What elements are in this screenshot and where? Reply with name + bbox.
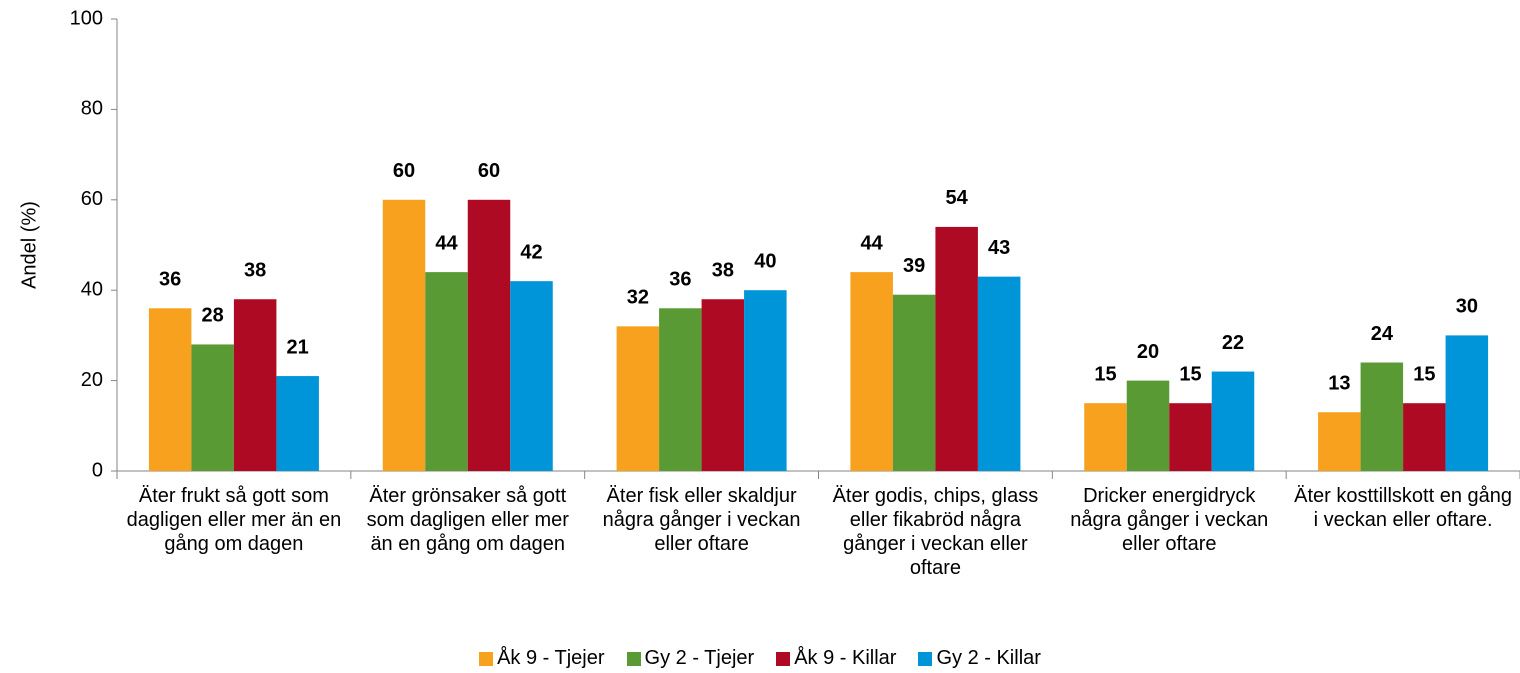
x-tick-label: Äter kosttillskott en gång i veckan elle… [1294,485,1513,531]
value-label: 36 [669,269,691,291]
y-tick-label: 0 [92,459,103,481]
value-label: 39 [903,255,925,277]
legend-label: Gy 2 - Tjejer [644,647,755,669]
bar [382,199,426,472]
value-label: 24 [1371,323,1394,345]
value-label: 32 [627,287,649,309]
x-tick-label: Äter fisk eller skaldjur några gånger i … [602,485,801,555]
value-label: 15 [1413,363,1435,385]
legend-swatch [776,651,791,666]
legend-swatch [479,651,494,666]
value-label: 38 [244,260,266,282]
value-label: 40 [754,250,776,272]
value-label: 13 [1328,373,1350,395]
y-axis-label: Andel (%) [18,201,40,289]
value-label: 36 [159,269,181,291]
value-label: 28 [202,305,224,327]
value-label: 44 [861,232,884,254]
bar [935,226,978,471]
bar [701,299,745,471]
bar [1084,403,1127,471]
bar [892,294,936,471]
x-tick-label: Äter frukt så gott som dagligen eller me… [126,485,342,555]
x-tick-label: Äter grönsaker så gott som dagligen elle… [366,485,569,555]
y-tick-label: 100 [70,7,103,29]
bar [1318,412,1361,471]
bar [191,344,234,471]
bar [659,308,702,471]
bar [467,199,511,472]
bar [1403,403,1446,471]
y-tick-label: 40 [81,278,103,300]
value-label: 15 [1094,363,1116,385]
bar [233,299,277,471]
bar [977,276,1021,471]
bar [616,326,660,471]
legend-item: Gy 2 - Tjejer [626,647,755,670]
legend-label: Åk 9 - Tjejer [497,647,605,669]
legend-label: Åk 9 - Killar [794,647,897,669]
legend-swatch [626,651,641,666]
value-label: 30 [1456,296,1478,318]
x-tick-label: Äter godis, chips, glass eller fikabröd … [832,485,1039,579]
x-tick-label: Dricker energidryck några gånger i vecka… [1070,485,1269,555]
value-label: 21 [287,336,309,358]
legend-item: Åk 9 - Tjejer [479,647,605,670]
value-label: 20 [1137,341,1159,363]
bar [1126,380,1170,471]
value-label: 38 [712,260,734,282]
value-label: 43 [988,237,1010,259]
bar [1211,371,1255,471]
value-label: 22 [1222,332,1244,354]
value-label: 54 [946,187,969,209]
value-label: 60 [393,160,415,182]
legend-swatch [918,651,933,666]
legend-item: Åk 9 - Killar [776,647,896,670]
legend-label: Gy 2 - Killar [936,647,1041,669]
value-label: 44 [435,232,458,254]
bar [1445,335,1489,471]
y-tick-label: 20 [81,369,103,391]
legend: Åk 9 - Tjejer Gy 2 - Tjejer Åk 9 - Killar G… [0,647,1520,670]
bar [744,290,787,471]
bar [148,308,192,471]
bar [1169,403,1212,471]
bar [276,376,319,471]
bar [1360,362,1404,471]
bar [510,281,553,471]
value-label: 60 [478,160,500,182]
bar [850,272,893,471]
value-label: 15 [1179,363,1201,385]
value-label: 42 [520,241,542,263]
y-tick-label: 60 [81,188,103,210]
y-tick-label: 80 [81,98,103,120]
bar [425,272,468,471]
legend-item: Gy 2 - Killar [918,647,1041,670]
